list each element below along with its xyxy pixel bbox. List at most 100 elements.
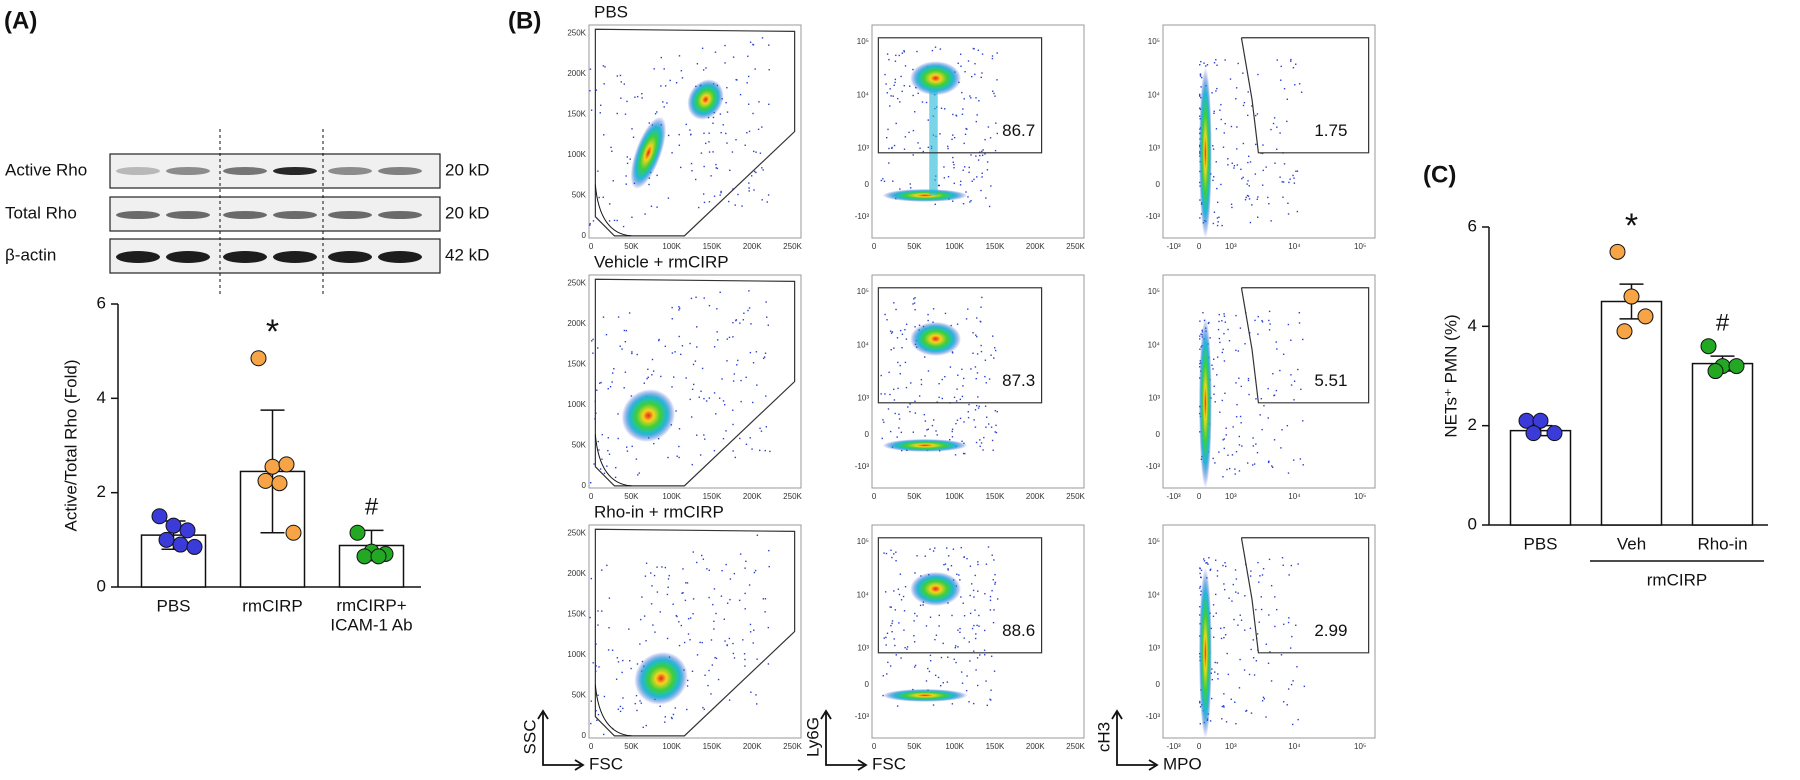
event-dot xyxy=(1286,120,1288,123)
event-dot xyxy=(678,55,681,57)
event-dot xyxy=(895,54,897,57)
x-tick-label: 150K xyxy=(986,492,1005,501)
event-dot xyxy=(932,308,935,310)
y-tick-label: 200K xyxy=(567,69,586,78)
event-dot xyxy=(767,626,770,629)
event-dot xyxy=(939,684,942,687)
event-dot xyxy=(732,380,735,382)
event-dot xyxy=(1231,454,1234,456)
event-dot xyxy=(1295,624,1297,626)
event-dot xyxy=(977,563,979,566)
event-dot xyxy=(1272,373,1274,375)
event-dot xyxy=(750,175,753,177)
event-dot xyxy=(650,603,653,605)
event-dot xyxy=(889,606,891,608)
event-dot xyxy=(704,674,706,677)
event-dot xyxy=(1199,320,1201,322)
event-dot xyxy=(1293,380,1296,382)
event-dot xyxy=(974,366,977,368)
flow-row-label: PBS xyxy=(594,2,628,21)
event-dot xyxy=(966,675,968,677)
event-dot xyxy=(1215,612,1217,614)
data-point xyxy=(151,508,168,525)
event-dot xyxy=(671,306,673,309)
event-dot xyxy=(969,201,971,203)
event-dot xyxy=(1199,217,1201,219)
event-dot xyxy=(1238,470,1241,472)
event-dot xyxy=(1222,439,1224,441)
event-dot xyxy=(638,472,640,474)
event-dot xyxy=(739,322,741,324)
event-dot xyxy=(622,225,625,228)
event-dot xyxy=(951,430,953,433)
event-dot xyxy=(895,308,897,311)
event-dot xyxy=(903,84,905,87)
event-dot xyxy=(608,453,611,455)
event-dot xyxy=(752,43,754,46)
event-dot xyxy=(952,113,954,116)
event-dot xyxy=(989,609,992,611)
event-dot xyxy=(913,635,915,637)
x-tick-label: Rho-in xyxy=(1697,534,1747,553)
event-dot xyxy=(893,144,896,147)
data-point xyxy=(349,524,366,541)
event-dot xyxy=(716,308,718,310)
event-dot xyxy=(654,631,656,633)
x-tick-label: 200K xyxy=(1026,242,1045,251)
event-dot xyxy=(953,136,956,139)
event-dot xyxy=(721,569,723,572)
event-dot xyxy=(888,58,890,61)
event-dot xyxy=(656,111,658,113)
event-dot xyxy=(1279,132,1281,134)
event-dot xyxy=(891,630,893,633)
event-dot xyxy=(978,625,980,627)
event-dot xyxy=(1257,73,1259,76)
event-dot xyxy=(741,205,743,207)
event-dot xyxy=(924,435,926,437)
event-dot xyxy=(726,338,729,340)
event-dot xyxy=(980,344,982,347)
event-dot xyxy=(609,385,612,388)
event-dot xyxy=(658,338,660,341)
event-dot xyxy=(1261,574,1264,576)
event-dot xyxy=(1208,321,1210,324)
x-tick-label: -10³ xyxy=(1166,742,1181,751)
event-dot xyxy=(664,345,667,348)
event-dot xyxy=(962,452,965,455)
event-dot xyxy=(956,323,959,325)
event-dot xyxy=(1244,343,1246,345)
blot-size-label: 20 kD xyxy=(445,160,489,179)
x-tick-label: 100K xyxy=(945,742,964,751)
event-dot xyxy=(945,547,948,549)
event-dot xyxy=(980,350,983,353)
event-dot xyxy=(1254,173,1257,175)
event-dot xyxy=(894,81,896,84)
event-dot xyxy=(944,312,947,315)
x-tick-label: 10⁵ xyxy=(1354,242,1366,251)
event-dot xyxy=(663,68,665,70)
event-dot xyxy=(592,220,595,222)
event-dot xyxy=(895,654,897,656)
event-dot xyxy=(769,450,771,453)
event-dot xyxy=(1270,220,1272,222)
event-dot xyxy=(642,726,644,729)
event-dot xyxy=(1207,563,1209,565)
event-dot xyxy=(744,658,746,661)
event-dot xyxy=(703,434,705,436)
event-dot xyxy=(1270,584,1273,587)
event-dot xyxy=(701,47,704,50)
event-dot xyxy=(948,438,951,441)
event-dot xyxy=(884,393,886,395)
y-tick-label: 0 xyxy=(582,231,587,240)
event-dot xyxy=(932,704,935,706)
data-point xyxy=(1609,243,1626,260)
event-dot xyxy=(662,101,664,103)
event-dot xyxy=(756,658,758,660)
event-dot xyxy=(994,409,997,412)
event-dot xyxy=(623,387,625,389)
event-dot xyxy=(678,621,680,623)
event-dot xyxy=(1293,399,1295,401)
event-dot xyxy=(914,664,917,667)
event-dot xyxy=(1214,462,1216,464)
event-dot xyxy=(1214,593,1217,596)
